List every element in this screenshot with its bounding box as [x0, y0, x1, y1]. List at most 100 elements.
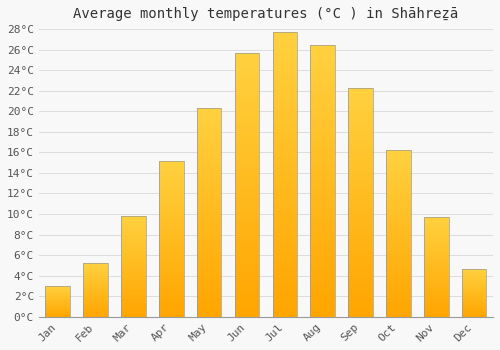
Bar: [121, 288, 146, 289]
Bar: [234, 158, 260, 162]
Bar: [348, 108, 373, 111]
Bar: [462, 284, 486, 285]
Bar: [462, 294, 486, 295]
Bar: [386, 167, 410, 169]
Bar: [234, 257, 260, 261]
Bar: [197, 199, 222, 202]
Bar: [159, 186, 184, 188]
Bar: [424, 292, 448, 293]
Bar: [46, 306, 70, 307]
Bar: [159, 217, 184, 219]
Bar: [272, 114, 297, 118]
Bar: [234, 172, 260, 175]
Bar: [121, 276, 146, 278]
Bar: [386, 308, 410, 310]
Bar: [310, 49, 335, 52]
Bar: [272, 68, 297, 71]
Bar: [272, 82, 297, 85]
Bar: [386, 215, 410, 217]
Bar: [348, 225, 373, 228]
Bar: [234, 69, 260, 72]
Bar: [84, 303, 108, 304]
Bar: [386, 173, 410, 175]
Bar: [234, 135, 260, 139]
Bar: [234, 215, 260, 218]
Bar: [310, 171, 335, 174]
Bar: [159, 231, 184, 233]
Bar: [348, 294, 373, 297]
Bar: [159, 161, 184, 162]
Bar: [424, 234, 448, 236]
Bar: [272, 110, 297, 114]
Bar: [348, 113, 373, 116]
Bar: [159, 270, 184, 272]
Bar: [386, 229, 410, 231]
Bar: [234, 271, 260, 274]
Bar: [84, 278, 108, 279]
Bar: [272, 310, 297, 313]
Bar: [310, 120, 335, 124]
Bar: [159, 299, 184, 301]
Bar: [348, 314, 373, 317]
Bar: [159, 188, 184, 190]
Bar: [197, 189, 222, 192]
Bar: [386, 209, 410, 211]
Bar: [272, 78, 297, 82]
Bar: [159, 315, 184, 317]
Bar: [46, 308, 70, 309]
Bar: [84, 291, 108, 292]
Bar: [386, 273, 410, 275]
Bar: [386, 238, 410, 240]
Bar: [272, 75, 297, 78]
Bar: [386, 306, 410, 308]
Bar: [121, 287, 146, 288]
Bar: [348, 125, 373, 128]
Bar: [386, 184, 410, 186]
Bar: [197, 259, 222, 262]
Bar: [121, 216, 146, 317]
Bar: [462, 275, 486, 276]
Bar: [424, 233, 448, 235]
Bar: [121, 221, 146, 222]
Bar: [197, 249, 222, 252]
Bar: [348, 131, 373, 133]
Bar: [386, 154, 410, 156]
Bar: [84, 268, 108, 269]
Bar: [386, 150, 410, 152]
Bar: [46, 292, 70, 293]
Bar: [234, 244, 260, 247]
Bar: [46, 288, 70, 289]
Bar: [197, 108, 222, 111]
Bar: [424, 308, 448, 309]
Bar: [386, 186, 410, 188]
Bar: [234, 224, 260, 228]
Bar: [84, 316, 108, 317]
Bar: [310, 73, 335, 76]
Bar: [424, 283, 448, 285]
Bar: [197, 291, 222, 293]
Bar: [234, 218, 260, 221]
Bar: [234, 99, 260, 102]
Bar: [121, 243, 146, 244]
Bar: [272, 256, 297, 260]
Bar: [234, 139, 260, 142]
Bar: [159, 219, 184, 221]
Bar: [310, 225, 335, 229]
Bar: [272, 285, 297, 288]
Bar: [424, 272, 448, 273]
Bar: [234, 254, 260, 257]
Bar: [462, 309, 486, 310]
Bar: [159, 229, 184, 231]
Bar: [386, 217, 410, 219]
Bar: [159, 313, 184, 315]
Bar: [234, 122, 260, 125]
Bar: [121, 273, 146, 274]
Bar: [386, 156, 410, 159]
Bar: [159, 178, 184, 180]
Bar: [386, 259, 410, 261]
Bar: [121, 245, 146, 246]
Bar: [159, 305, 184, 307]
Bar: [310, 218, 335, 222]
Bar: [272, 57, 297, 61]
Bar: [234, 264, 260, 267]
